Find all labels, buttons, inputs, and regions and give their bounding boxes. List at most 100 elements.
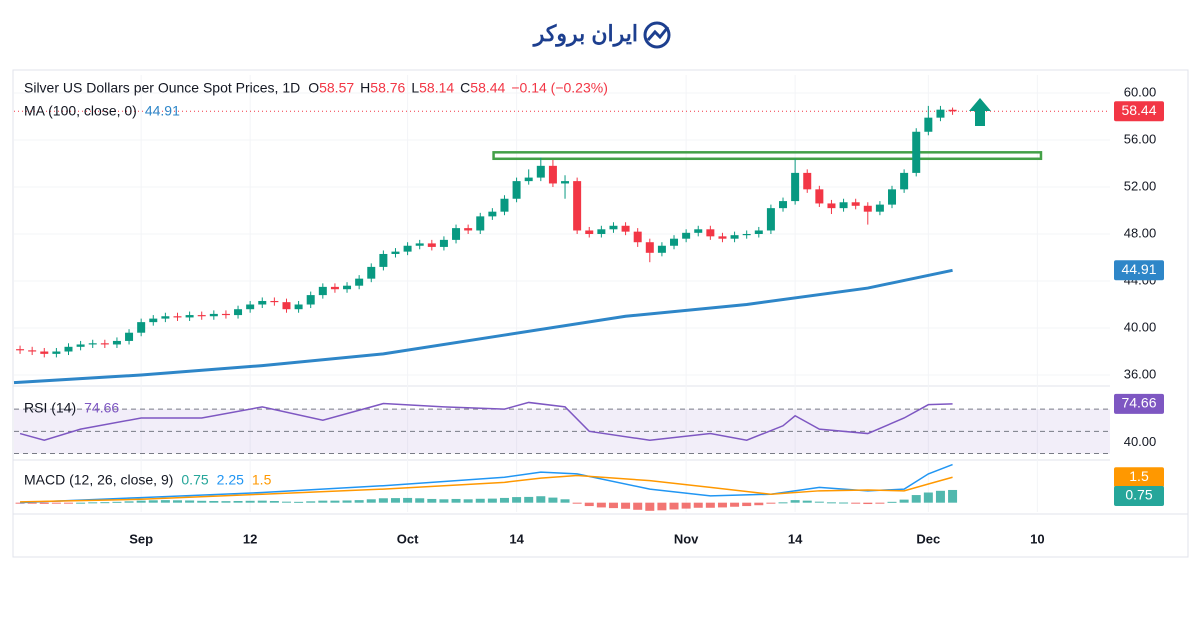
macd-histogram-bar: [499, 497, 509, 503]
macd-histogram-bar: [390, 498, 400, 503]
candle-body: [875, 204, 884, 212]
macd-histogram-bar: [257, 500, 267, 503]
macd-histogram-bar: [27, 502, 37, 504]
macd-histogram-bar: [63, 502, 73, 504]
macd-histogram-bar: [39, 502, 49, 504]
candle-body: [645, 242, 654, 253]
rsi-tick-label: 40.00: [1124, 434, 1157, 449]
candle-body: [379, 253, 388, 267]
y-tick-label: 52.00: [1124, 178, 1157, 193]
macd-legend-value: 2.25: [217, 472, 244, 488]
candle-body: [40, 351, 49, 354]
candle-body: [597, 229, 606, 234]
candle-body: [754, 230, 763, 234]
candle-body: [197, 315, 206, 317]
macd-histogram-bar: [281, 501, 291, 503]
macd-histogram-bar: [863, 502, 873, 505]
macd-histogram-bar: [851, 502, 861, 504]
macd-histogram-bar: [717, 502, 727, 508]
candle-body: [415, 243, 424, 246]
candle-body: [633, 231, 642, 243]
ma-badge: 44.91: [1121, 261, 1156, 277]
macd-line: [20, 463, 953, 504]
x-tick-label: 14: [788, 531, 803, 546]
macd-histogram-bar: [269, 500, 279, 503]
price-badge: 58.44: [1121, 102, 1156, 118]
ohlc-label: H: [360, 80, 370, 96]
x-tick-label: 10: [1030, 531, 1044, 546]
candle-body: [888, 189, 897, 205]
ohlc-value: 58.14: [419, 80, 454, 96]
macd-histogram-bar: [172, 500, 182, 503]
x-tick-label: Dec: [916, 531, 940, 546]
macd-histogram-bar: [730, 502, 740, 507]
macd-histogram-bar: [923, 492, 933, 503]
macd-histogram-bar: [790, 500, 800, 503]
macd-histogram-bar: [536, 496, 546, 503]
macd-histogram-bar: [330, 500, 340, 503]
candle-body: [391, 251, 400, 254]
price-badge-bg: [1114, 101, 1164, 122]
macd-histogram-bar: [354, 500, 364, 503]
candle-body: [839, 202, 848, 209]
macd-histogram-bar: [669, 502, 679, 510]
macd-histogram-bar: [742, 502, 752, 507]
chart-frame: [12, 69, 1189, 558]
rsi-legend-value: 74.66: [84, 400, 119, 416]
candle-body: [657, 245, 666, 253]
macd-histogram-bar: [657, 502, 667, 511]
candle-body: [52, 351, 61, 354]
ohlc-value: 58.76: [370, 80, 405, 96]
legend-title: Silver US Dollars per Ounce Spot Prices,…: [24, 80, 300, 96]
macd-legend: MACD (12, 26, close, 9): [24, 472, 173, 488]
macd-histogram-bar: [487, 498, 497, 503]
candle-body: [403, 245, 412, 252]
macd-histogram-bar: [124, 501, 134, 503]
histogram-badge-bg: [1114, 485, 1164, 506]
candle-body: [609, 225, 618, 230]
ohlc-value: 58.57: [319, 80, 354, 96]
macd-histogram-bar: [645, 502, 655, 511]
candle-body: [234, 309, 243, 316]
candle-body: [670, 238, 679, 246]
macd-histogram-bar: [100, 502, 110, 504]
candle-body: [912, 131, 921, 173]
macd-histogram-bar: [245, 500, 255, 503]
macd-histogram-bar: [633, 502, 643, 510]
candle-body: [936, 109, 945, 118]
macd-histogram-bar: [839, 502, 849, 504]
candle-body: [330, 286, 339, 290]
candle-body: [28, 350, 37, 352]
candle-body: [88, 343, 97, 345]
candle-body: [294, 304, 303, 310]
y-tick-label: 56.00: [1124, 131, 1157, 146]
macd-histogram-bar: [911, 495, 921, 503]
candle-body: [718, 236, 727, 239]
macd-histogram-bar: [948, 489, 958, 503]
macd-histogram-bar: [197, 500, 207, 503]
candle-body: [149, 318, 158, 323]
candle-body: [355, 278, 364, 286]
macd-histogram-bar: [754, 502, 764, 506]
macd-histogram-bar: [596, 502, 606, 508]
macd-legend-value: 1.5: [252, 472, 272, 488]
y-tick-label: 60.00: [1124, 84, 1157, 99]
candle-body: [125, 332, 134, 341]
macd-histogram-bar: [233, 500, 243, 503]
candle-body: [161, 316, 170, 319]
change-value: −0.14 (−0.23%): [511, 80, 608, 96]
candle-body: [270, 300, 279, 303]
macd-histogram-bar: [524, 496, 534, 503]
macd-histogram-bar: [76, 502, 86, 504]
macd-histogram-bar: [427, 498, 437, 503]
macd-histogram-bar: [548, 497, 558, 503]
macd-histogram-bar: [887, 501, 897, 503]
signal-badge: 1.5: [1129, 468, 1149, 484]
rsi-line: [19, 401, 953, 442]
macd-histogram-bar: [88, 502, 98, 504]
macd-histogram-bar: [608, 502, 618, 509]
candle-body: [536, 165, 545, 178]
macd-histogram-bar: [15, 502, 25, 504]
rsi-legend: RSI (14): [24, 400, 76, 416]
